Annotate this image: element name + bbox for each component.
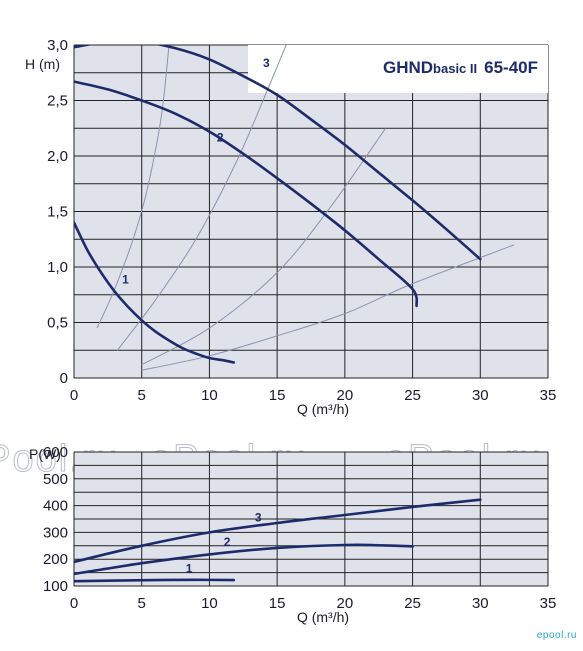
x-tick-label: 20 xyxy=(337,595,354,612)
x-tick-label: 30 xyxy=(472,595,489,612)
curve-label-3: 3 xyxy=(263,56,270,70)
chart-title-model: 65-40F xyxy=(484,58,538,77)
y-tick-label: 3,0 xyxy=(47,37,68,54)
curve-2 xyxy=(74,80,419,308)
y-tick-label: 1,0 xyxy=(47,259,68,276)
y-tick-label: 400 xyxy=(43,498,68,515)
x-tick-label: 15 xyxy=(269,595,286,612)
curve-label-1: 1 xyxy=(122,273,129,287)
y-tick-label: 2,0 xyxy=(47,148,68,165)
y-tick-label: 300 xyxy=(43,524,68,541)
y-tick-label: 2,5 xyxy=(47,93,68,110)
chart-title: GHNDbasic II 65-40F xyxy=(383,58,538,77)
chart-title-main: GHND xyxy=(383,58,433,77)
curve-2 xyxy=(74,543,414,576)
x-tick-label: 25 xyxy=(404,387,421,404)
brand-logo: epool.ru xyxy=(536,630,577,641)
x-axis-title: Q (m³/h) xyxy=(297,401,349,417)
y-axis-title: H (m) xyxy=(25,56,60,72)
x-tick-label: 35 xyxy=(540,387,557,404)
curve-label-1: 1 xyxy=(186,562,193,576)
x-tick-label: 0 xyxy=(70,595,78,612)
x-tick-label: 10 xyxy=(201,387,218,404)
x-tick-label: 30 xyxy=(472,387,489,404)
y-tick-label: 600 xyxy=(43,444,68,461)
x-tick-label: 20 xyxy=(337,387,354,404)
curve-3 xyxy=(74,498,482,564)
x-tick-label: 5 xyxy=(138,595,146,612)
y-tick-label: 1,5 xyxy=(47,204,68,221)
x-tick-label: 25 xyxy=(404,595,421,612)
curve-1 xyxy=(74,578,236,583)
curve-3 xyxy=(74,45,482,261)
x-tick-label: 0 xyxy=(70,387,78,404)
curve-label-3: 3 xyxy=(255,511,262,525)
x-tick-label: 35 xyxy=(540,595,557,612)
curve-label-2: 2 xyxy=(217,131,224,145)
y-tick-label: 500 xyxy=(43,471,68,488)
y-tick-label: 0,5 xyxy=(47,315,68,332)
title-box xyxy=(248,45,548,93)
y-tick-label: 0 xyxy=(60,370,68,387)
y-axis-title: P(W) xyxy=(29,446,61,462)
x-axis-title: Q (m³/h) xyxy=(297,609,349,625)
system-curve-3 xyxy=(141,128,386,366)
curve-label-2: 2 xyxy=(224,535,231,549)
curve-1 xyxy=(74,221,236,364)
x-tick-label: 5 xyxy=(138,387,146,404)
y-tick-label: 100 xyxy=(43,578,68,595)
x-tick-label: 15 xyxy=(269,387,286,404)
y-tick-label: 200 xyxy=(43,551,68,568)
grid-lines xyxy=(73,451,549,587)
chart-title-sub: basic II xyxy=(433,61,477,76)
x-tick-label: 10 xyxy=(201,595,218,612)
